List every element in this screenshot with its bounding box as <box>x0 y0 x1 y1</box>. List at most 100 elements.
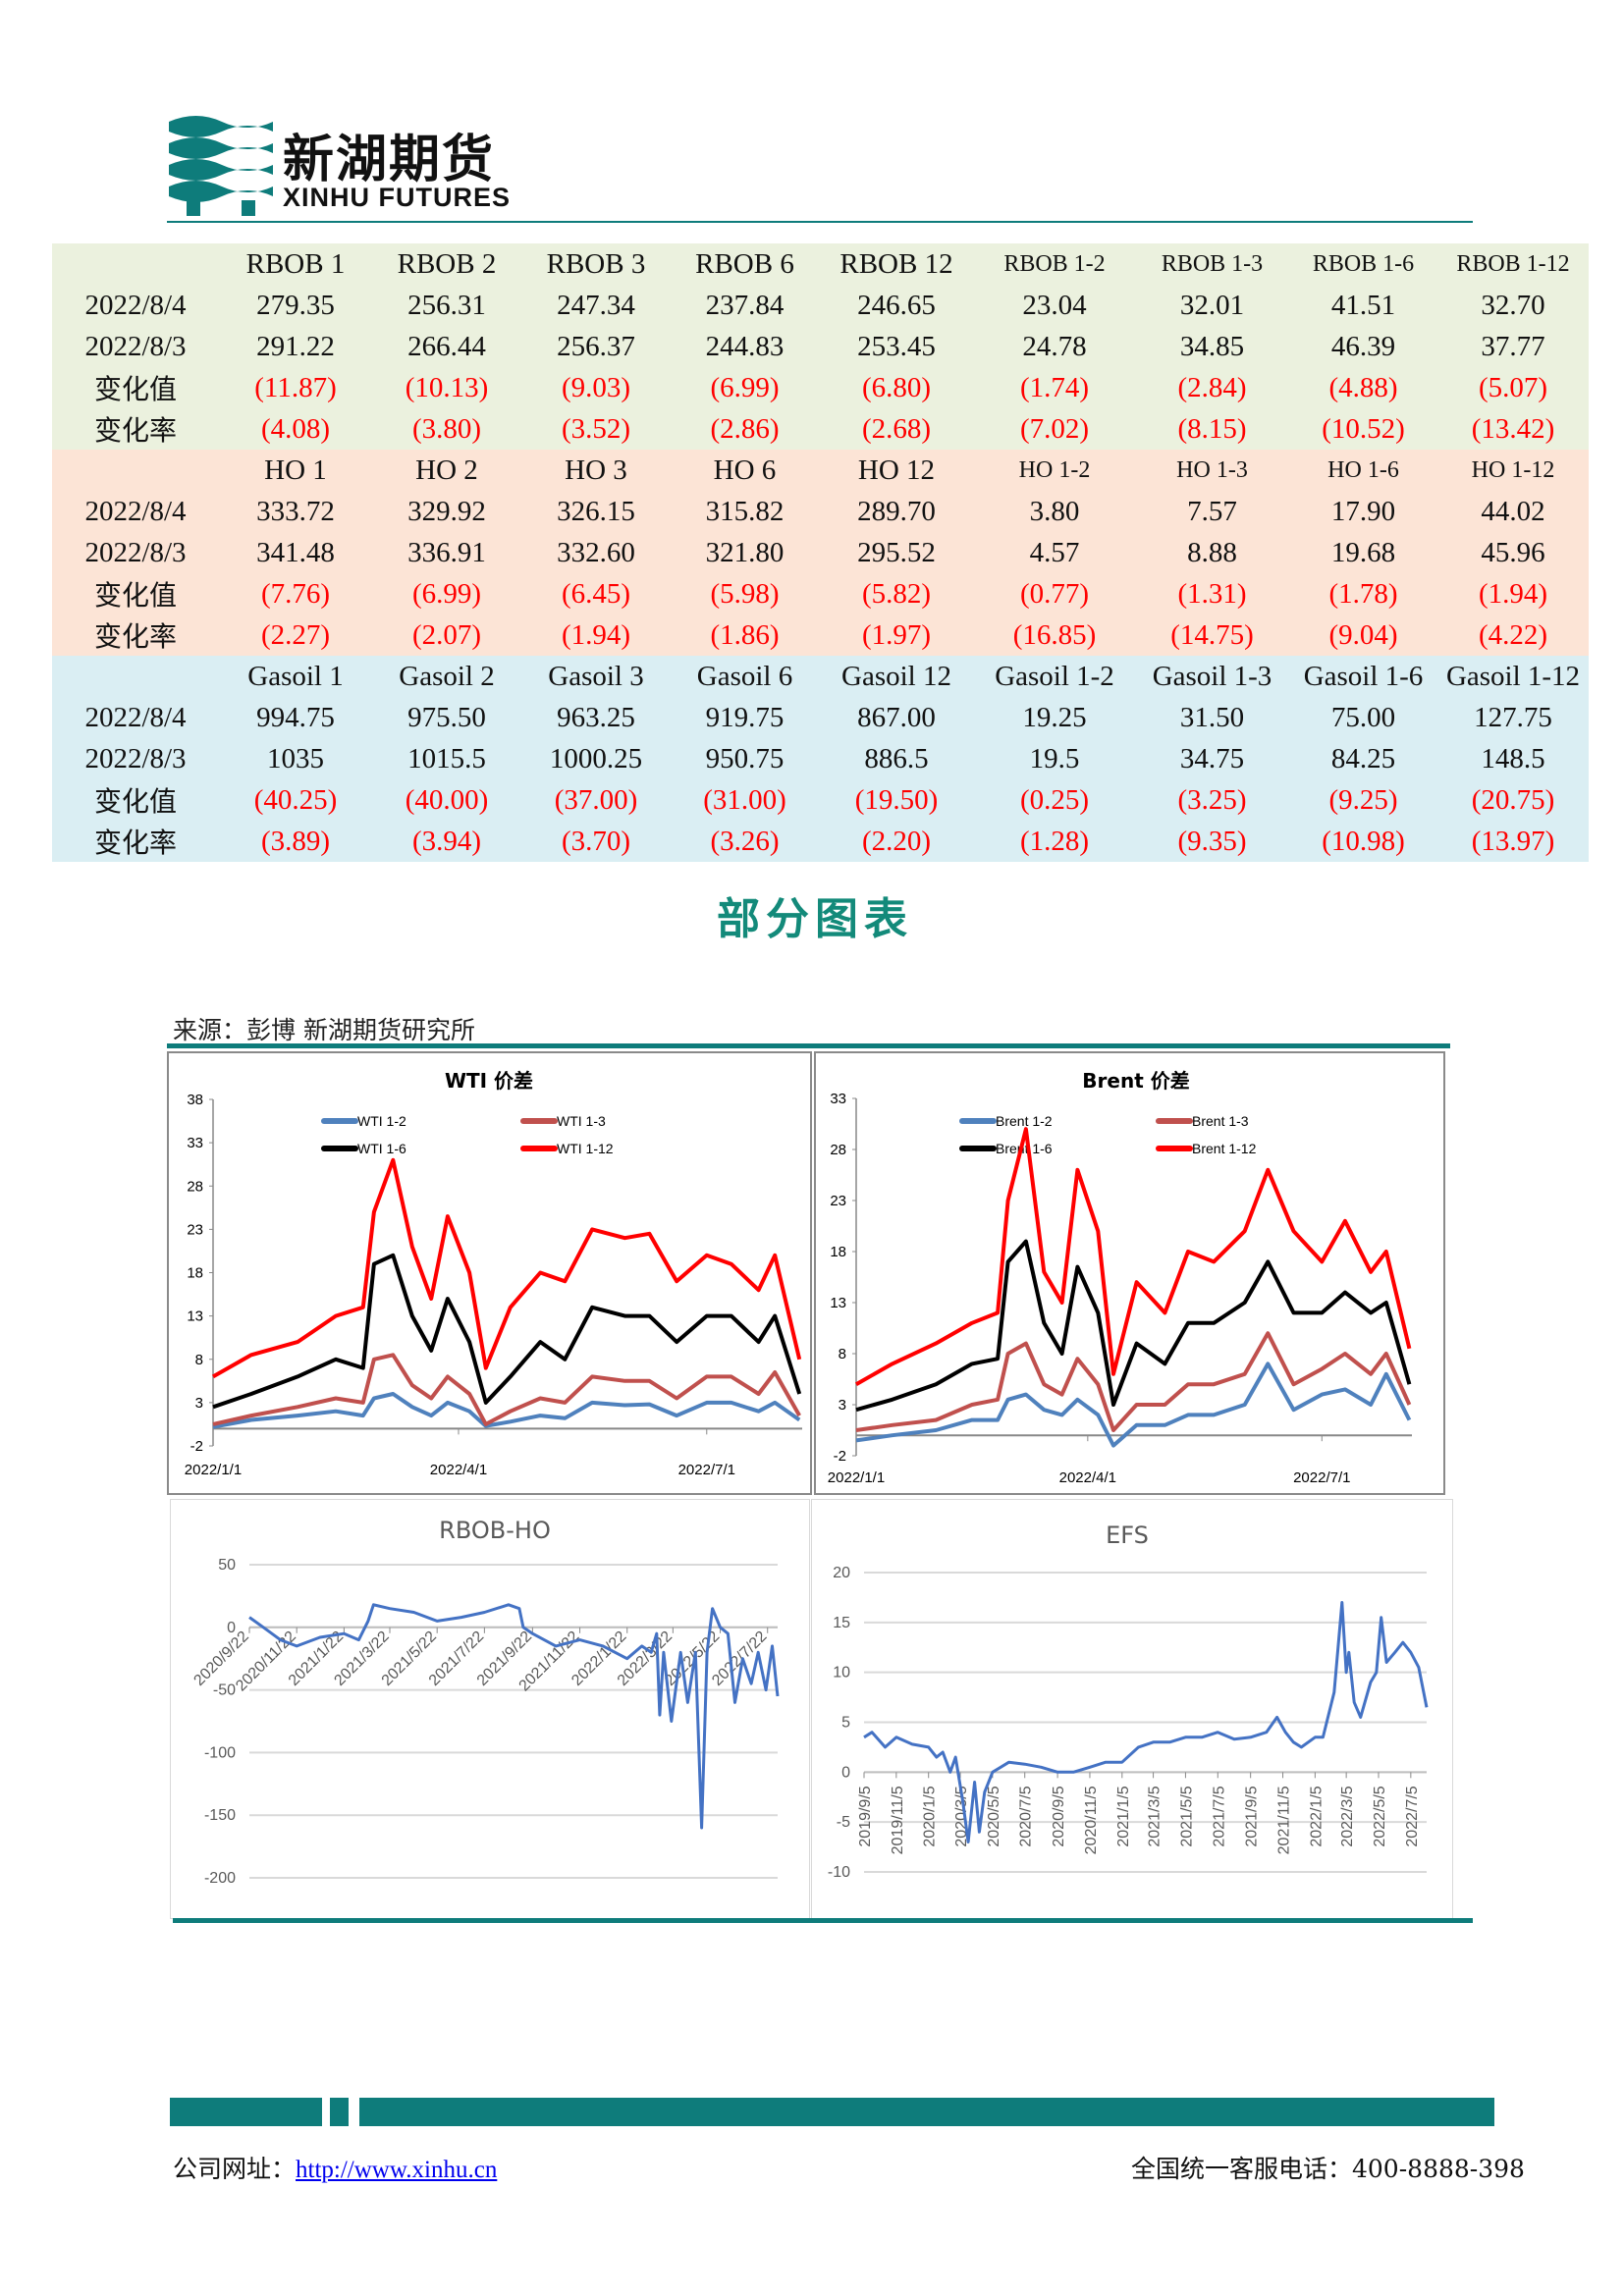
table-cell: 295.52 <box>857 536 936 568</box>
x-tick-label: 2022/7/1 <box>1293 1469 1350 1486</box>
table-cell: 332.60 <box>557 536 635 568</box>
legend-label: Brent 1-2 <box>996 1113 1053 1129</box>
series-line-wti-1-6 <box>212 1253 802 1410</box>
table-cell: (2.68) <box>861 412 932 445</box>
column-header: RBOB 6 <box>695 247 794 280</box>
table-cell: (2.07) <box>411 618 482 651</box>
table-cell: (3.80) <box>411 412 482 445</box>
table-cell: 247.34 <box>557 289 635 321</box>
table-cell: 32.01 <box>1179 289 1245 321</box>
table-cell: 148.5 <box>1481 742 1545 774</box>
table-cell: (0.25) <box>1019 783 1090 816</box>
table-cell: 44.02 <box>1481 495 1545 527</box>
series-line-0 <box>248 1603 780 1830</box>
y-tick-label: 23 <box>830 1193 846 1209</box>
table-cell: (4.22) <box>1478 618 1548 651</box>
column-header: Gasoil 1-2 <box>995 660 1114 692</box>
table-cell: (9.04) <box>1328 618 1398 651</box>
y-tick-label: -2 <box>834 1448 846 1465</box>
chart-title: Brent 价差 <box>1082 1069 1189 1093</box>
row-label: 变化率 <box>93 414 177 447</box>
column-header: HO 1-3 <box>1176 456 1248 483</box>
rbob-ho-chart-panel <box>170 1499 810 1919</box>
column-header: RBOB 2 <box>397 247 497 280</box>
table-cell: 34.85 <box>1179 330 1245 362</box>
table-row: 变化值 (7.76) (6.99) (6.45) (5.98) (5.82) (0.77) (… <box>52 573 1589 614</box>
x-tick-label: 2022/5/5 <box>1372 1786 1388 1846</box>
table-cell: (9.03) <box>561 371 631 403</box>
footer-website: 公司网址：http://www.xinhu.cn <box>173 2150 497 2185</box>
table-cell: 45.96 <box>1481 536 1545 568</box>
column-header: HO 2 <box>415 454 478 486</box>
table-cell: 23.04 <box>1022 289 1087 321</box>
column-header: HO 3 <box>565 454 627 486</box>
row-label: 变化率 <box>93 620 177 653</box>
y-tick-label: 3 <box>839 1397 846 1414</box>
charts-bottom-divider <box>173 1918 1473 1923</box>
table-row: 2022/8/4 994.75 975.50 963.25 919.75 867.00 19… <box>52 697 1589 738</box>
series-line-wti-1-2 <box>212 1392 801 1429</box>
table-cell: (2.86) <box>710 412 780 445</box>
column-header: HO 12 <box>857 454 936 486</box>
y-tick-label: -200 <box>204 1870 236 1887</box>
table-cell: 246.65 <box>857 289 936 321</box>
column-header: Gasoil 3 <box>548 660 644 692</box>
series-line-brent-1-3 <box>855 1331 1412 1432</box>
table-cell: (5.07) <box>1478 371 1548 403</box>
y-tick-label: -10 <box>828 1864 850 1881</box>
series-line-wti-1-12 <box>212 1157 802 1379</box>
table-cell: 4.57 <box>1029 536 1080 568</box>
table-row: 2022/8/3 341.48 336.91 332.60 321.80 295.52 4.… <box>52 532 1589 573</box>
y-tick-label: 33 <box>187 1135 203 1151</box>
row-label: 2022/8/3 <box>84 330 187 362</box>
y-tick-label: 13 <box>187 1308 203 1325</box>
table-cell: (13.97) <box>1471 825 1555 857</box>
series-line-brent-1-12 <box>855 1127 1412 1386</box>
table-cell: 950.75 <box>705 742 785 774</box>
table-cell: 333.72 <box>256 495 335 527</box>
table-cell: (3.89) <box>260 825 331 857</box>
row-label: 2022/8/3 <box>84 536 187 568</box>
website-link[interactable]: http://www.xinhu.cn <box>296 2157 498 2183</box>
table-cell: (6.80) <box>861 371 932 403</box>
table-cell: (19.50) <box>854 783 939 816</box>
table-cell: (7.02) <box>1019 412 1090 445</box>
y-tick-label: 38 <box>187 1092 203 1108</box>
footer-hotline: 全国统一客服电话：400-8888-398 <box>1131 2155 1525 2183</box>
footer-bar-segment <box>359 2098 1494 2126</box>
table-cell: (4.08) <box>260 412 331 445</box>
series-line-brent-1-2 <box>855 1362 1412 1448</box>
column-header: HO 1-2 <box>1018 456 1091 483</box>
y-tick-label: 28 <box>830 1142 846 1158</box>
table-cell: 994.75 <box>256 701 335 733</box>
y-tick-label: 33 <box>830 1091 846 1107</box>
series-line-0 <box>863 1601 1429 1843</box>
table-cell: (3.25) <box>1177 783 1247 816</box>
column-header: RBOB 12 <box>839 247 953 280</box>
logo-english-name: XINHU FUTURES <box>283 183 512 212</box>
x-tick-label: 2021/7/5 <box>1211 1786 1227 1846</box>
table-cell: (8.15) <box>1177 412 1247 445</box>
table-cell: (1.94) <box>1478 577 1548 610</box>
table-cell: 237.84 <box>705 289 785 321</box>
x-tick-label: 2021/1/5 <box>1115 1786 1132 1846</box>
charts-top-divider <box>167 1043 1450 1048</box>
table-cell: 32.70 <box>1481 289 1545 321</box>
legend-label: WTI 1-6 <box>357 1141 406 1156</box>
column-header: RBOB 1-2 <box>1003 250 1106 277</box>
table-cell: 84.25 <box>1330 742 1396 774</box>
table-cell: 256.37 <box>557 330 635 362</box>
table-cell: (14.75) <box>1170 618 1254 651</box>
column-header: HO 1 <box>264 454 327 486</box>
y-tick-label: 8 <box>839 1346 846 1362</box>
y-tick-label: 28 <box>187 1178 203 1195</box>
table-cell: 46.39 <box>1330 330 1396 362</box>
logo-chinese-name: 新湖期货 <box>283 131 496 189</box>
table-cell: 336.91 <box>407 536 486 568</box>
column-header: RBOB 3 <box>546 247 646 280</box>
table-cell: 75.00 <box>1330 701 1396 733</box>
chart-source-note: 来源：彭博 新湖期货研究所 <box>173 1016 475 1044</box>
column-header: RBOB 1 <box>245 247 346 280</box>
table-row: 2022/8/4 279.35 256.31 247.34 237.84 246.65 23… <box>52 285 1589 326</box>
